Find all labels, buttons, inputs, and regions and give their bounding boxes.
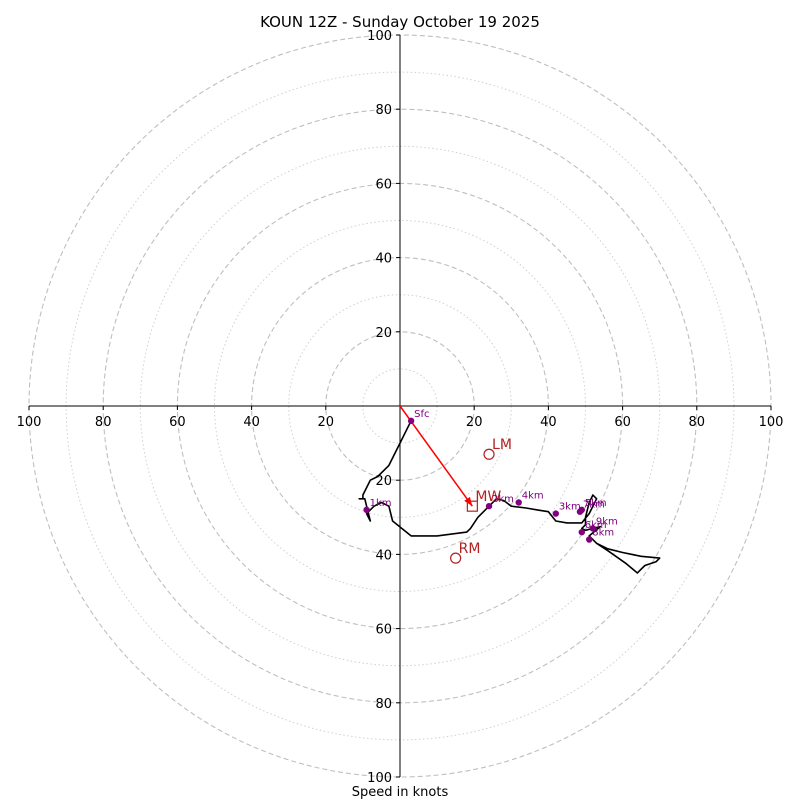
height-marker-label: Sfc	[414, 409, 429, 420]
height-marker-label: 6km	[585, 520, 607, 531]
x-tick-label: 20	[318, 415, 335, 430]
height-marker-dot	[363, 506, 370, 514]
y-tick-label: 40	[375, 548, 392, 563]
height-marker-dot	[552, 510, 560, 517]
x-tick-label: 80	[95, 415, 112, 430]
y-tick-label: 80	[375, 103, 392, 118]
x-tick-label: 60	[614, 415, 631, 430]
lm-label: LM	[492, 437, 512, 453]
height-marker-dot	[589, 525, 597, 532]
storm-motion-vectors: LM RM MW	[450, 437, 512, 564]
chart-title: KOUN 12Z - Sunday October 19 2025	[260, 13, 540, 31]
height-marker-label: 2km	[492, 494, 514, 505]
height-marker-dot	[578, 528, 585, 536]
height-marker-label: 4km	[522, 490, 544, 501]
x-tick-label: 40	[243, 415, 260, 430]
x-tick-label: 100	[17, 415, 42, 430]
y-tick-label: 60	[375, 177, 392, 192]
x-tick-label: 80	[689, 415, 706, 430]
mw-marker	[466, 500, 478, 512]
y-tick-label: 100	[367, 29, 392, 44]
lm-marker	[483, 448, 495, 460]
rm-label: RM	[459, 541, 481, 557]
height-marker-dot	[485, 502, 493, 510]
y-tick-label: 60	[375, 623, 392, 638]
x-axis-label: Speed in knots	[352, 785, 449, 800]
height-marker-label: 1km	[370, 498, 392, 509]
y-tick-label: 100	[367, 771, 392, 786]
height-marker-label: 5km	[585, 498, 607, 509]
y-tick-label: 20	[375, 474, 392, 489]
rm-marker	[450, 552, 462, 564]
height-marker-label: 8km	[592, 528, 614, 539]
height-marker-dot	[515, 499, 522, 506]
height-marker-dot	[576, 508, 584, 515]
height-marker-label: 9km	[596, 516, 618, 527]
x-tick-label: 40	[540, 415, 557, 430]
y-tick-label: 40	[375, 252, 392, 267]
mw-label: MW	[475, 489, 501, 505]
x-tick-label: 20	[466, 415, 483, 430]
height-marker-label: 3km	[559, 502, 581, 513]
x-tick-label: 60	[169, 415, 186, 430]
y-tick-label: 80	[375, 697, 392, 712]
y-tick-label: 20	[375, 326, 392, 341]
height-marker-dot	[407, 417, 415, 425]
hodograph-trace	[358, 420, 661, 574]
hodograph-line	[358, 420, 661, 574]
tick-labels: 100 80 60 40 20 20 40 60 80 100 20 40 60 80 100 20 40 60 8…	[17, 29, 784, 786]
height-marker-dot	[586, 536, 593, 543]
height-marker-label: 7km	[583, 500, 605, 511]
x-tick-label: 100	[759, 415, 784, 430]
